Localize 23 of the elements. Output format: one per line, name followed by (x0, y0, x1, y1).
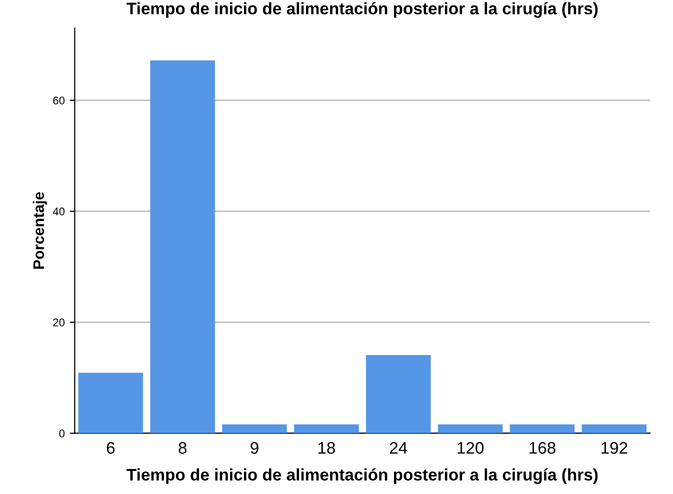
x-tick-label: 120 (458, 442, 484, 454)
y-tick-label: 0 (59, 430, 65, 438)
x-tick-label: 6 (106, 442, 115, 454)
chart-title: Tiempo de inicio de alimentación posterior a la cirugía (hrs) (126, 2, 598, 18)
x-axis-title: Tiempo de inicio de alimentación posterior a la cirugía (hrs) (126, 468, 598, 484)
bar (150, 60, 215, 434)
bar (366, 354, 431, 434)
x-tick-label: 168 (530, 442, 556, 454)
bar (222, 424, 287, 434)
bar (78, 372, 144, 434)
bar (510, 424, 575, 434)
bar (294, 424, 359, 434)
y-axis-title: Porcentaje (32, 192, 48, 269)
x-tick-label: 24 (390, 442, 408, 454)
x-tick-label: 9 (250, 442, 258, 454)
bar (582, 424, 647, 434)
y-tick-label: 60 (53, 96, 65, 104)
bar (438, 424, 503, 434)
x-tick-label: 8 (178, 442, 187, 454)
y-tick-label: 20 (53, 318, 65, 326)
x-tick-label: 192 (602, 442, 628, 454)
x-tick-label: 18 (318, 442, 335, 454)
y-tick-label: 40 (52, 208, 65, 216)
